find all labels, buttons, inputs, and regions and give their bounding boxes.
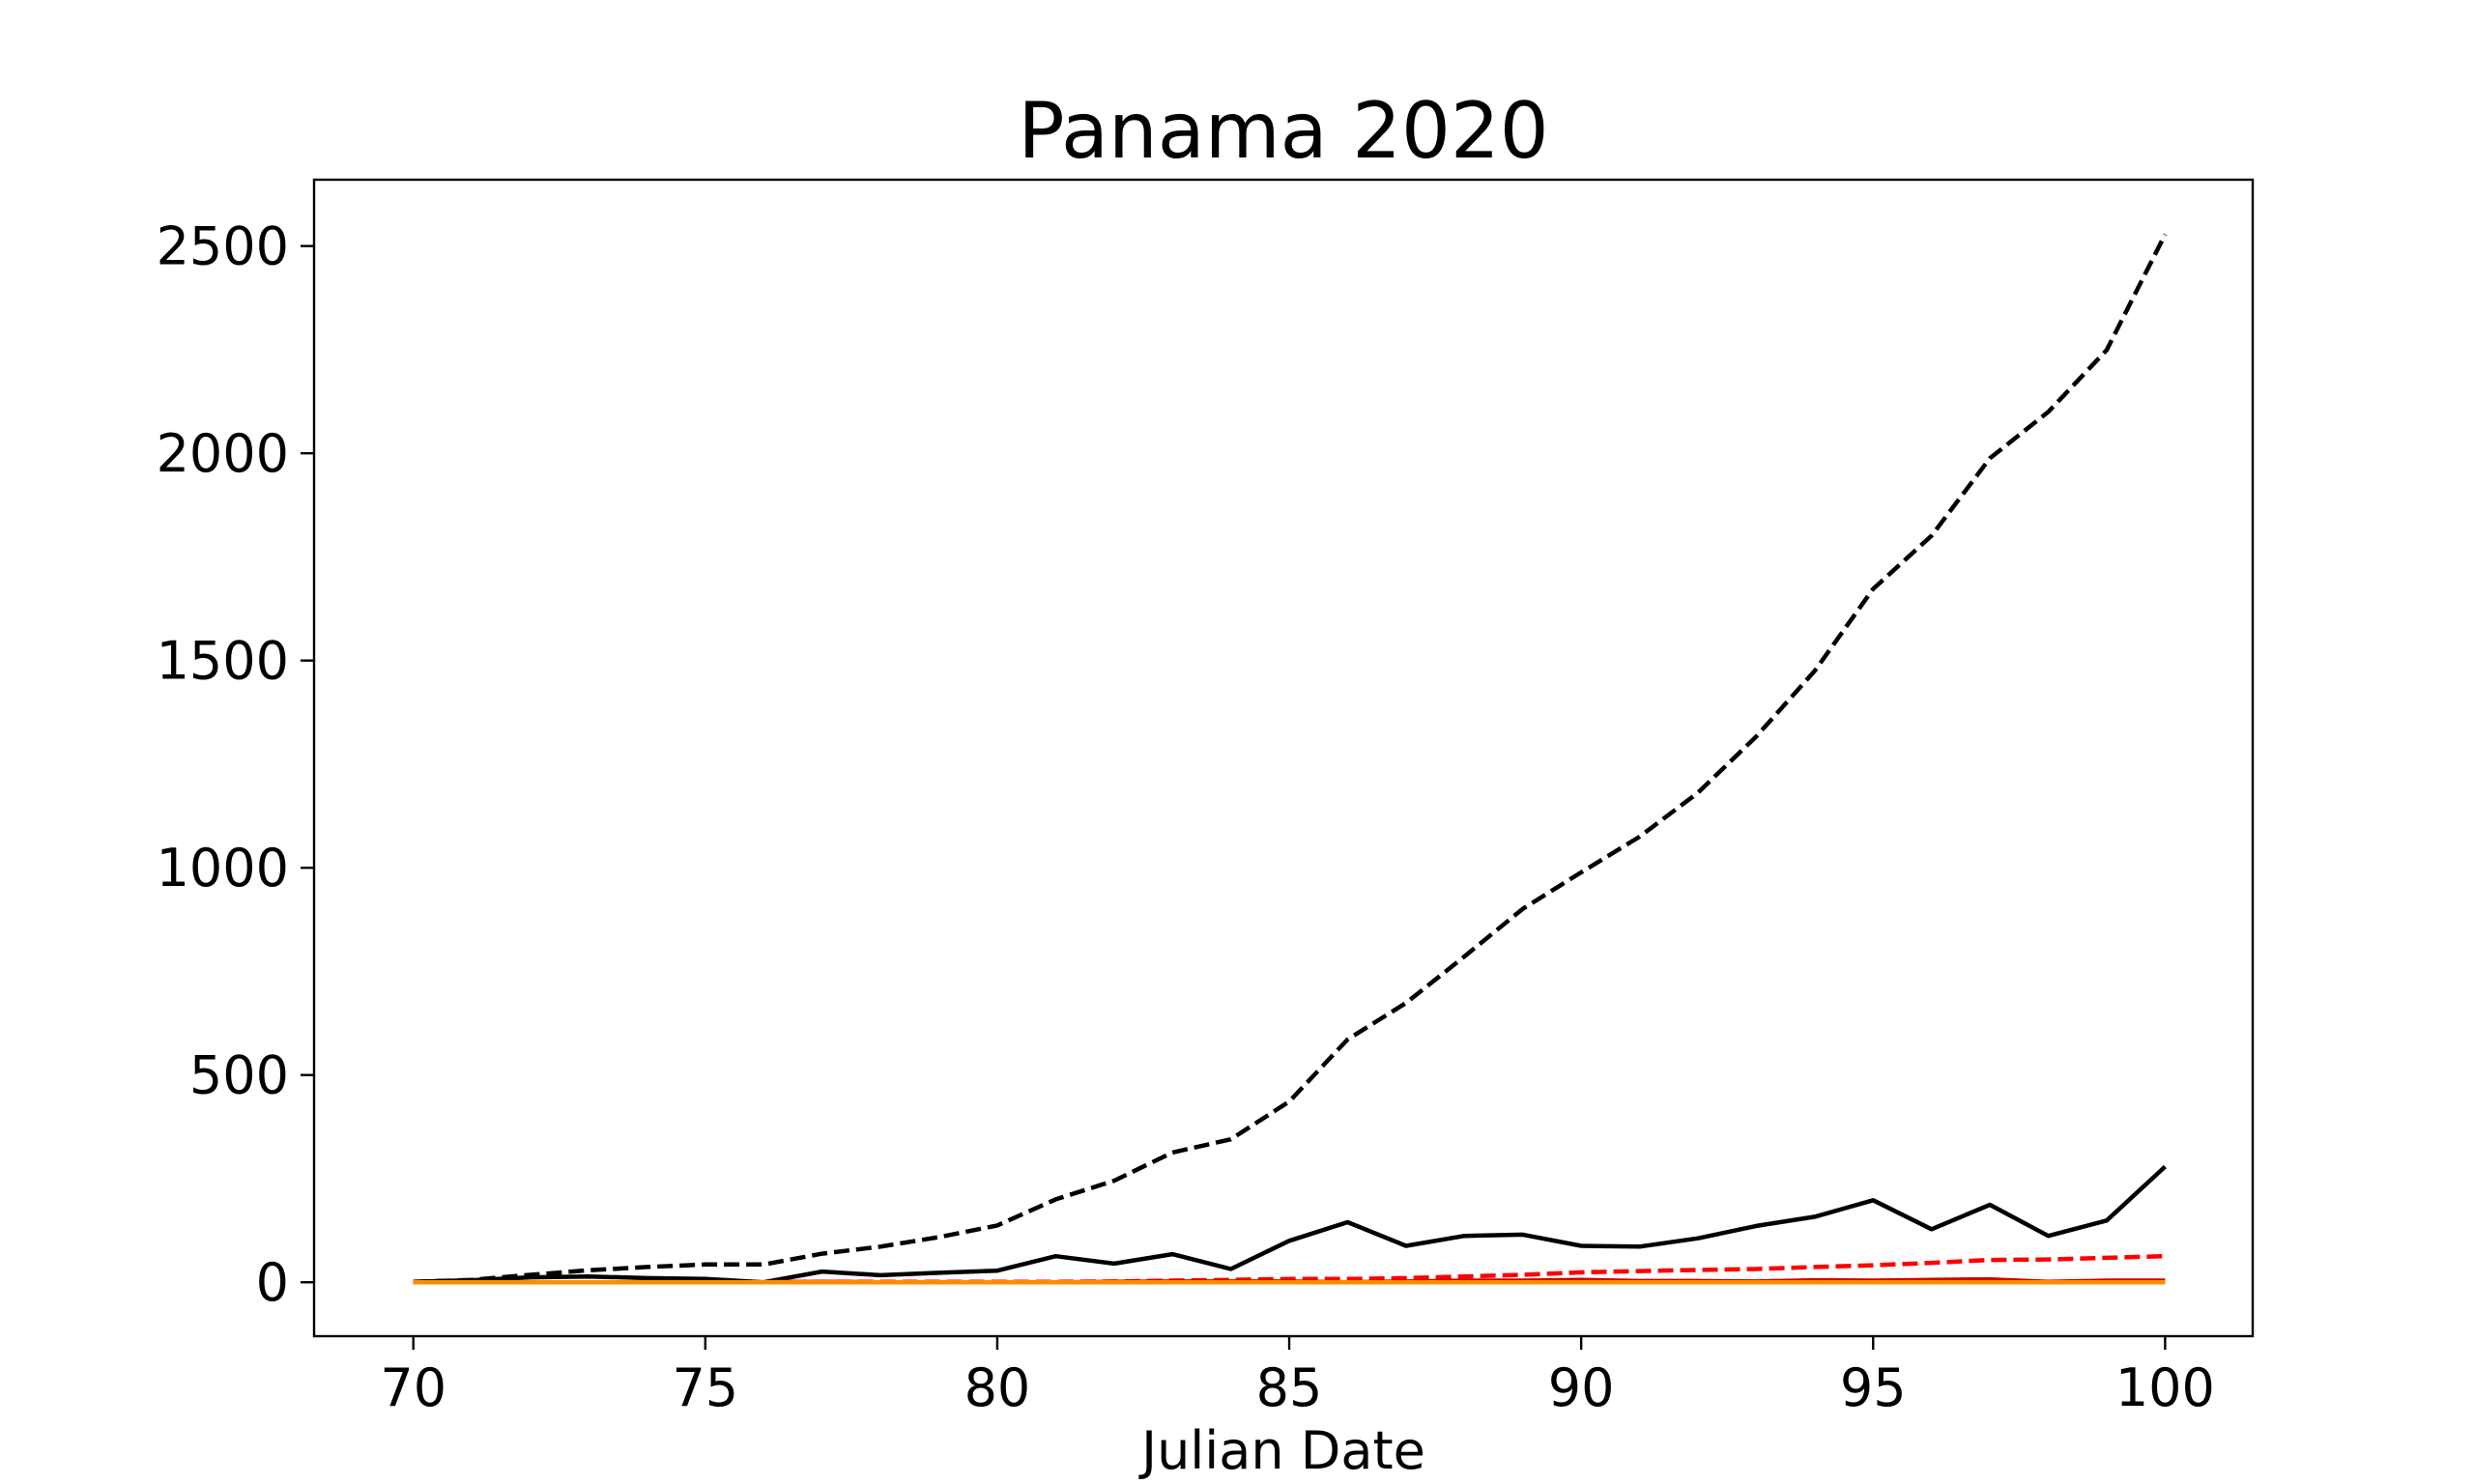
y-tick-label: 2500 (157, 216, 289, 277)
x-tick-label: 85 (1256, 1357, 1323, 1418)
series-layer (413, 233, 2168, 1285)
plot-frame (312, 178, 2255, 1338)
chart-title: Panama 2020 (1018, 86, 1548, 176)
y-tick-label: 0 (256, 1252, 289, 1313)
x-tick-label: 70 (380, 1357, 446, 1418)
y-tick-label: 1000 (157, 838, 289, 899)
x-tick-label: 75 (672, 1357, 738, 1418)
y-tick-label: 1500 (157, 631, 289, 692)
x-tick-label: 95 (1840, 1357, 1907, 1418)
series-line-1 (413, 233, 2168, 1285)
y-tick-label: 500 (189, 1045, 289, 1106)
y-tick-label: 2000 (157, 423, 289, 484)
series-line-2 (413, 1164, 2167, 1285)
x-tick-label: 90 (1548, 1357, 1615, 1418)
x-tick-label: 100 (2115, 1357, 2215, 1418)
x-tick-label: 80 (964, 1357, 1031, 1418)
x-axis-label: Julian Date (1138, 1420, 1425, 1481)
